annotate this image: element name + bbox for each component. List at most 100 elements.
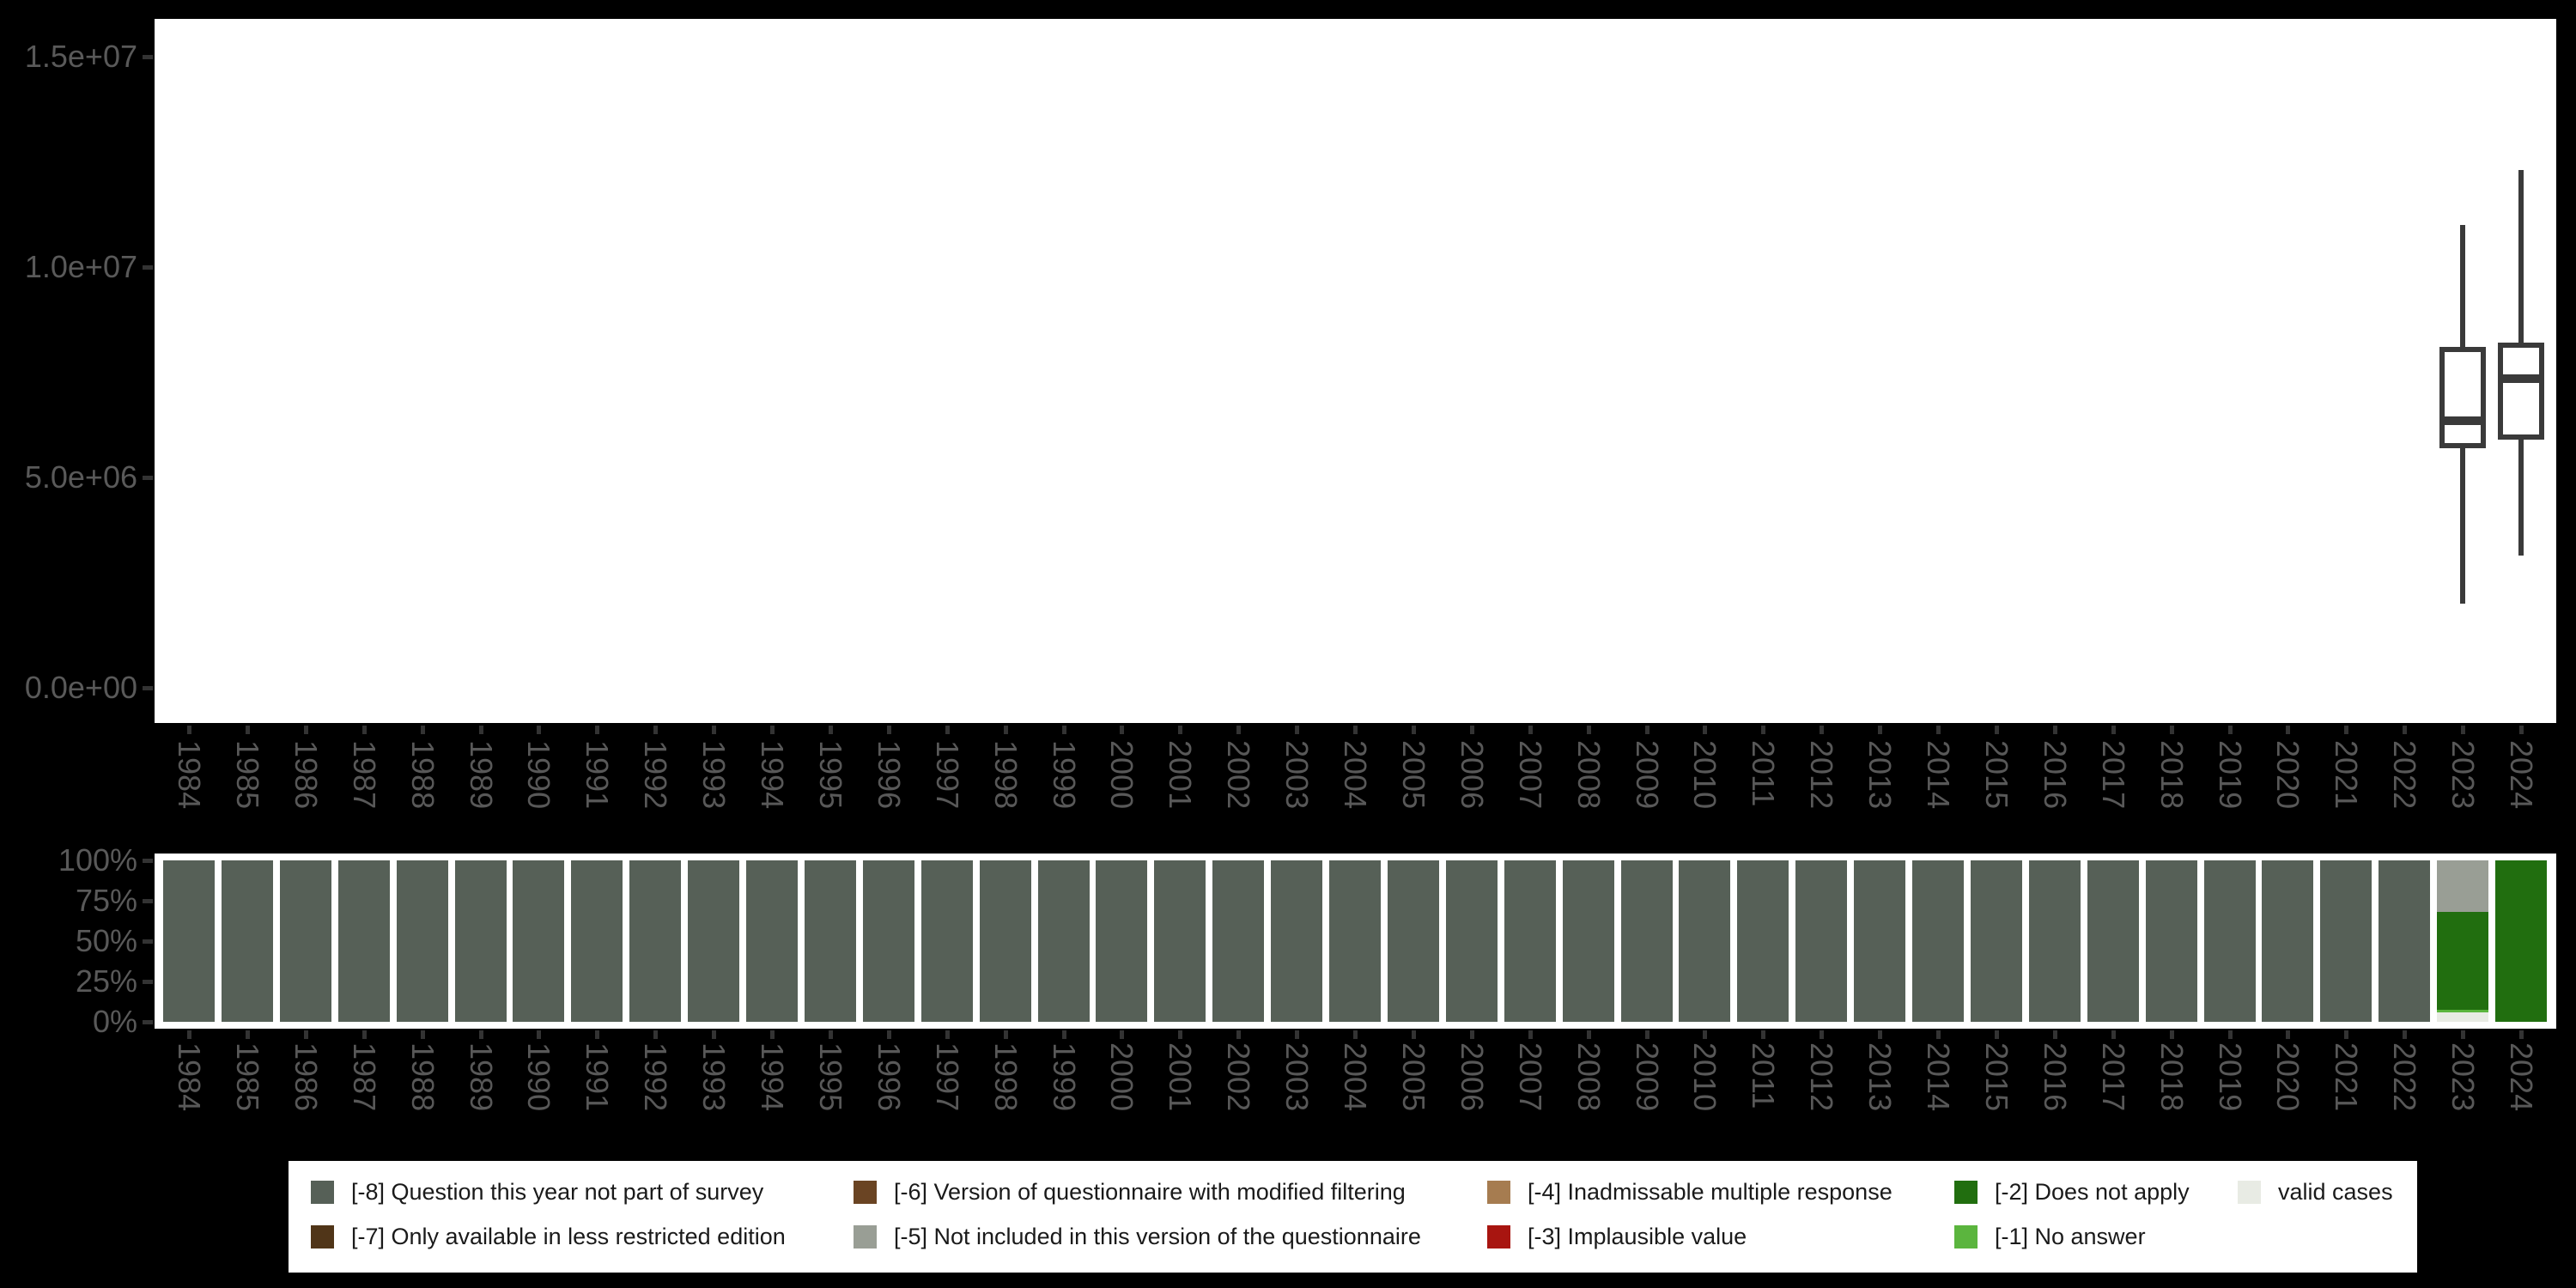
bar-segment--8 [1737,860,1789,1022]
bar-x-tick-mark [478,1030,483,1039]
bar-x-tick-mark [770,1030,775,1039]
boxplot-x-tick-mark [2519,726,2524,734]
bar-segment--8 [337,860,390,1022]
bar-x-tick-label: 1991 [580,1042,616,1112]
boxplot-x-tick-label: 2006 [1454,740,1490,810]
legend-swatch--7 [311,1225,334,1249]
boxplot-x-tick-mark [828,726,833,734]
bar-x-tick-label: 2012 [1804,1042,1840,1112]
legend-label--8: [-8] Question this year not part of surv… [351,1179,764,1205]
legend-label--4: [-4] Inadmissable multiple response [1528,1179,1893,1205]
stacked-bar-1988 [396,860,448,1022]
boxplot-x-tick-label: 1987 [346,740,382,810]
stacked-bar-1985 [221,860,273,1022]
boxplot-x-tick-mark [245,726,250,734]
boxplot-x-tick-label: 1996 [871,740,907,810]
bar-y-tick-label: 100% [58,842,137,878]
boxplot-x-tick-mark [653,726,659,734]
boxplot-x-tick-mark [1061,726,1066,734]
bar-x-tick-label: 1988 [404,1042,440,1112]
legend-swatch--5 [854,1225,877,1249]
legend-swatch--6 [854,1181,877,1204]
boxplot-x-tick-label: 2010 [1687,740,1723,810]
bar-segment--8 [862,860,914,1022]
legend-label--3: [-3] Implausible value [1528,1224,1747,1249]
boxplot-x-tick-label: 1984 [172,740,207,810]
bar-x-tick-mark [2111,1030,2116,1039]
bar-x-tick-mark [945,1030,950,1039]
bar-x-tick-label: 2022 [2387,1042,2423,1112]
stacked-bar-1994 [746,860,798,1022]
boxplot-x-tick-mark [2169,726,2174,734]
boxplot-x-tick-mark [1586,726,1591,734]
bar-segment--8 [2028,860,2081,1022]
bar-x-tick-label: 2001 [1163,1042,1199,1112]
stacked-bar-1989 [454,860,507,1022]
bar-segment--8 [1620,860,1673,1022]
bar-segment--8 [2320,860,2372,1022]
boxplot-x-tick-mark [1469,726,1474,734]
bar-y-tick-label: 50% [75,923,137,958]
bar-x-tick-label: 2002 [1221,1042,1257,1112]
bar-y-tick-mark [143,939,153,944]
stacked-bar-2024 [2495,860,2547,1022]
boxplot-x-tick-label: 2021 [2329,740,2365,810]
stacked-bar-2021 [2320,860,2372,1022]
boxplot-x-tick-label: 2002 [1221,740,1257,810]
boxplot-x-tick-mark [1120,726,1125,734]
stacked-bar-2010 [1679,860,1731,1022]
stacked-bar-1984 [163,860,215,1022]
bar-segment--8 [454,860,507,1022]
bar-x-tick-label: 2021 [2329,1042,2365,1112]
boxplot-x-tick-label: 1992 [638,740,674,810]
bar-segment--2 [2495,860,2547,1022]
bar-x-tick-label: 1987 [346,1042,382,1112]
boxplot-x-tick-mark [886,726,891,734]
bar-segment--8 [804,860,856,1022]
bar-x-tick-label: 2005 [1395,1042,1431,1112]
boxplot-x-tick-mark [1703,726,1708,734]
bar-x-tick-mark [2052,1030,2057,1039]
legend-swatch--8 [311,1181,334,1204]
boxplot-y-tick-label: 5.0e+06 [24,459,137,495]
bar-x-tick-label: 2024 [2504,1042,2539,1112]
bar-x-tick-label: 2020 [2270,1042,2306,1112]
stacked-bar-1992 [629,860,682,1022]
legend-label--1: [-1] No answer [1995,1224,2146,1249]
legend-label--2: [-2] Does not apply [1995,1179,2190,1205]
bar-segment--8 [1795,860,1848,1022]
stacked-bar-2012 [1795,860,1848,1022]
bar-x-tick-mark [595,1030,600,1039]
legend-label--7: [-7] Only available in less restricted e… [351,1224,786,1249]
bar-x-tick-label: 1995 [812,1042,848,1112]
stacked-bar-2018 [2145,860,2197,1022]
stacked-bar-2007 [1504,860,1556,1022]
bar-segment-valid [2437,1012,2489,1022]
boxplot-x-tick-label: 2014 [1921,740,1956,810]
stacked-bar-2015 [1970,860,2022,1022]
bar-segment--8 [1329,860,1381,1022]
stacked-bar-1997 [920,860,973,1022]
boxplot-x-tick-label: 1991 [580,740,616,810]
boxplot-x-tick-mark [2403,726,2408,734]
stacked-bar-1986 [279,860,331,1022]
boxplot-x-tick-label: 2003 [1279,740,1315,810]
bar-x-tick-mark [2344,1030,2349,1039]
boxplot-box [2439,347,2487,448]
bar-x-tick-label: 2008 [1571,1042,1607,1112]
legend-swatch--4 [1487,1181,1510,1204]
bar-y-tick-label: 75% [75,883,137,918]
bar-x-tick-mark [2169,1030,2174,1039]
bar-x-tick-mark [1295,1030,1300,1039]
stacked-bar-2019 [2203,860,2256,1022]
stacked-bar-2022 [2379,860,2431,1022]
boxplot-y-tick-label: 1.5e+07 [24,39,137,74]
boxplot-median [2439,416,2487,425]
stacked-bar-2002 [1212,860,1265,1022]
bar-x-tick-label: 1990 [521,1042,557,1112]
bar-x-tick-mark [1586,1030,1591,1039]
boxplot-y-tick-label: 1.0e+07 [24,249,137,284]
bar-x-tick-mark [653,1030,659,1039]
bar-segment--8 [1504,860,1556,1022]
boxplot-x-tick-label: 2012 [1804,740,1840,810]
